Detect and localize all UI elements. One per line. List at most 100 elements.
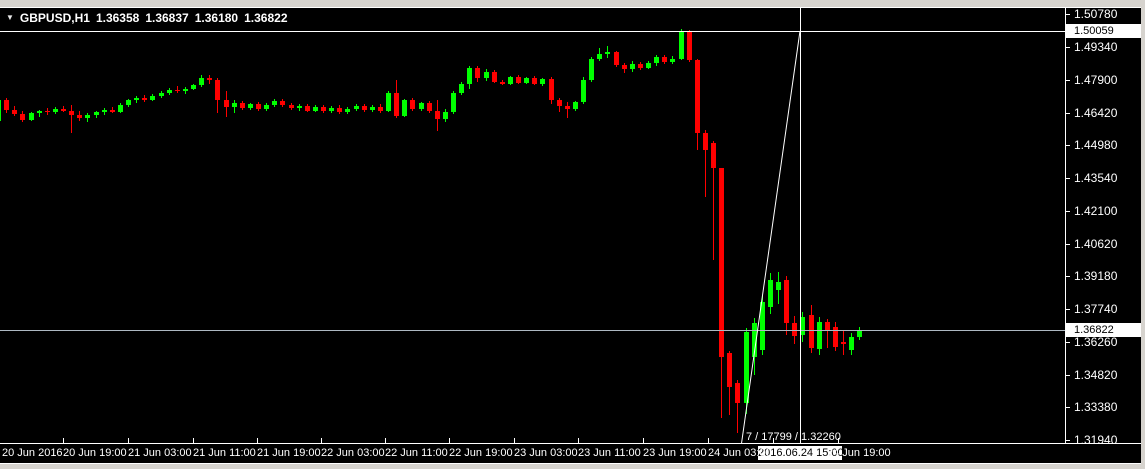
price-tick	[1066, 145, 1070, 146]
time-tick	[578, 438, 579, 443]
candle-body	[841, 342, 846, 344]
time-axis-label: 22 Jun 19:00	[449, 447, 513, 459]
price-axis[interactable]: 1.50059 1.36822 1.50780 1.49340 1.47900 1.4…	[1066, 8, 1141, 443]
price-tick	[1066, 80, 1070, 81]
candle-body	[37, 111, 42, 113]
candle-body	[45, 111, 50, 112]
price-tick	[1066, 211, 1070, 212]
candle-body	[662, 57, 667, 62]
price-tick	[1066, 407, 1070, 408]
candle-body	[199, 78, 204, 85]
candle-body	[313, 107, 318, 111]
candle-body	[345, 109, 350, 112]
time-tick	[514, 438, 515, 443]
candle-wick	[567, 102, 568, 118]
candle-body	[484, 72, 489, 78]
candle-body	[492, 72, 497, 82]
candle-body	[159, 93, 164, 96]
candle-body	[0, 100, 1, 121]
candle-body	[735, 383, 740, 403]
time-axis[interactable]: 2016.06.24 15:00 20 Jun 2016 20 Jun 19:00…	[0, 444, 1141, 463]
candle-body	[711, 143, 716, 168]
time-axis-border	[0, 443, 1141, 444]
price-axis-border	[1065, 8, 1066, 444]
price-axis-label: 1.33380	[1074, 400, 1118, 414]
price-tick	[1066, 14, 1070, 15]
time-axis-label: 21 Jun 19:00	[257, 447, 321, 459]
candle-body	[207, 78, 212, 80]
candle-body	[232, 103, 237, 107]
time-tick	[708, 438, 709, 443]
candle-body	[670, 59, 675, 62]
candle-body	[386, 93, 391, 111]
measure-trend-line[interactable]	[741, 30, 801, 443]
candle-body	[605, 52, 610, 54]
candle-body	[532, 78, 537, 84]
candle-body	[597, 54, 602, 59]
candle-body	[419, 103, 424, 109]
price-tick	[1066, 244, 1070, 245]
candle-body	[264, 105, 269, 109]
crosshair-price-box: 1.50059	[1066, 24, 1141, 38]
price-tick	[1066, 375, 1070, 376]
candle-body	[118, 105, 123, 112]
price-tick	[1066, 342, 1070, 343]
candle-body	[12, 110, 17, 114]
candle-body	[256, 104, 261, 109]
candle-body	[337, 108, 342, 112]
candle-body	[817, 322, 822, 349]
candle-body	[134, 98, 139, 100]
candle-body	[77, 115, 82, 118]
candle-wick	[177, 86, 178, 93]
ohlc-high: 1.36837	[145, 11, 189, 25]
price-axis-label: 1.46420	[1074, 106, 1118, 120]
candle-body	[329, 108, 334, 111]
candle-body	[857, 330, 862, 337]
candle-body	[394, 93, 399, 116]
candle-body	[565, 106, 570, 109]
candle-body	[752, 323, 757, 357]
price-axis-label: 1.49340	[1074, 40, 1118, 54]
candle-body	[215, 80, 220, 100]
price-axis-label: 1.47900	[1074, 73, 1118, 87]
candle-body	[508, 77, 513, 84]
candle-body	[362, 106, 367, 110]
current-price-line	[0, 330, 1065, 331]
candle-body	[467, 68, 472, 84]
candle-body	[370, 107, 375, 110]
candle-body	[516, 77, 521, 83]
candle-body	[451, 93, 456, 112]
candle-body	[581, 80, 586, 102]
time-axis-label: 20 Jun 19:00	[63, 447, 127, 459]
candle-body	[719, 168, 724, 357]
collapse-arrow-icon[interactable]: ▼	[6, 13, 14, 22]
candle-body	[784, 280, 789, 323]
candle-body	[549, 79, 554, 100]
candle-body	[614, 52, 619, 65]
candle-body	[61, 109, 66, 111]
candlestick-chart[interactable]: ▼ GBPUSD,H1 1.36358 1.36837 1.36180 1.36822 7…	[0, 0, 1065, 443]
window-chrome-bottom	[0, 463, 1145, 469]
candle-body	[744, 332, 749, 403]
candle-body	[354, 106, 359, 109]
candle-body	[540, 79, 545, 84]
candle-body	[630, 64, 635, 69]
candle-body	[459, 84, 464, 93]
candle-body	[110, 110, 115, 112]
price-tick	[1066, 47, 1070, 48]
candle-body	[833, 327, 838, 347]
ohlc-low: 1.36180	[194, 11, 239, 25]
candle-body	[768, 280, 773, 307]
candle-body	[703, 133, 708, 150]
candle-body	[679, 32, 684, 59]
candle-body	[272, 101, 277, 105]
price-tick	[1066, 113, 1070, 114]
candle-body	[280, 101, 285, 105]
candle-body	[142, 98, 147, 100]
candle-body	[69, 111, 74, 115]
candle-body	[638, 64, 643, 68]
price-axis-label: 1.42100	[1074, 204, 1118, 218]
candle-wick	[737, 380, 738, 433]
candle-body	[53, 109, 58, 112]
time-axis-label: 23 Jun 11:00	[578, 447, 641, 459]
